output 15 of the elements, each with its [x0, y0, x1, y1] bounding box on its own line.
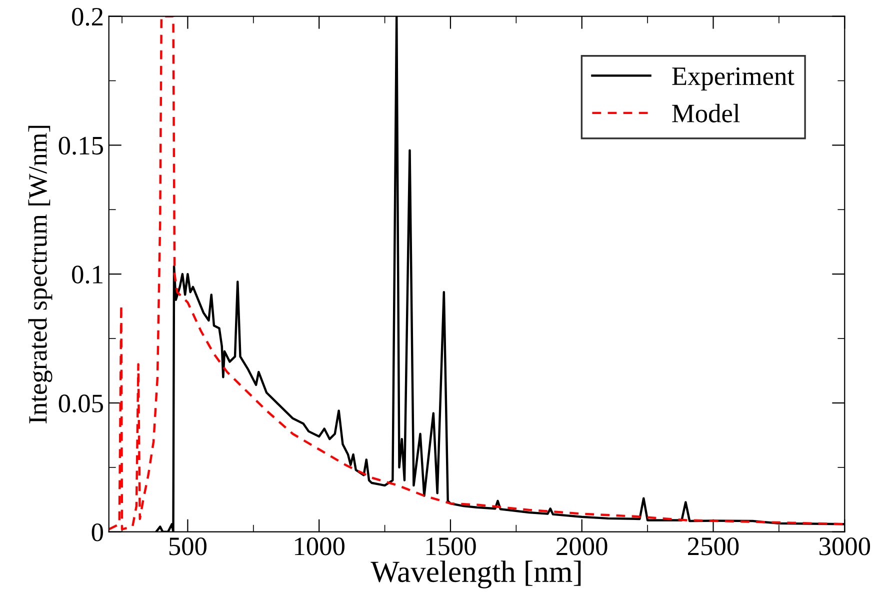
y-tick-label: 0.2 — [72, 8, 103, 26]
x-tick-label: 3000 — [820, 537, 870, 556]
x-tick-label: 2500 — [688, 537, 739, 556]
x-tick-label: 500 — [169, 537, 206, 556]
y-tick-label: 0 — [92, 523, 104, 542]
y-tick-label: 0.05 — [58, 394, 103, 412]
legend-label: Model — [672, 104, 740, 122]
x-axis-title: Wavelength [nm] — [370, 560, 581, 588]
legend-label: Experiment — [672, 67, 794, 91]
y-tick-label: 0.1 — [72, 266, 102, 284]
y-tick-label: 0.15 — [58, 136, 103, 155]
x-tick-label: 1500 — [426, 537, 476, 556]
x-tick-label: 1000 — [295, 537, 344, 556]
x-tick-label: 2000 — [556, 537, 608, 556]
y-axis-title: Integrated spectrum [W/nm] — [28, 126, 52, 424]
